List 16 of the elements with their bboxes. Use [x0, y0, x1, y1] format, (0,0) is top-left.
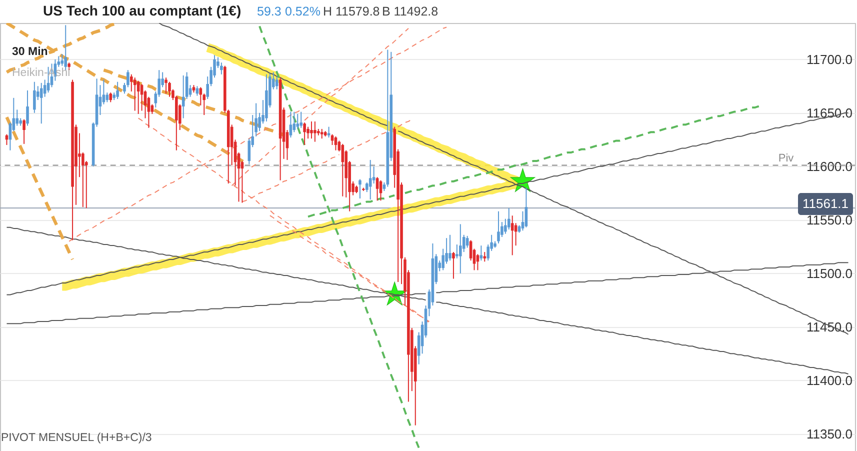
annotation: 30 Min: [12, 46, 48, 58]
chart-title: US Tech 100 au comptant (1€): [43, 2, 242, 18]
annotation: PIVOT MENSUEL (H+B+C)/3: [1, 432, 152, 444]
y-tick-label: 11600.0: [806, 158, 852, 174]
ref-line-label: Piv: [778, 152, 794, 164]
ref-line-label: 11561.1: [802, 196, 849, 212]
y-tick-label: 11400.0: [806, 372, 852, 388]
y-tick-label: 11500.0: [806, 266, 852, 281]
y-tick-label: 11650.0: [806, 105, 852, 120]
y-tick-label: 11550.0: [806, 212, 852, 228]
y-tick-label: 11350.0: [806, 426, 852, 442]
text: B 11492.8: [382, 4, 438, 18]
text: 0.52%: [285, 4, 320, 18]
y-tick-label: 11700.0: [806, 52, 852, 67]
text: H 11579.8: [323, 4, 380, 18]
text: 59.3: [257, 4, 282, 18]
